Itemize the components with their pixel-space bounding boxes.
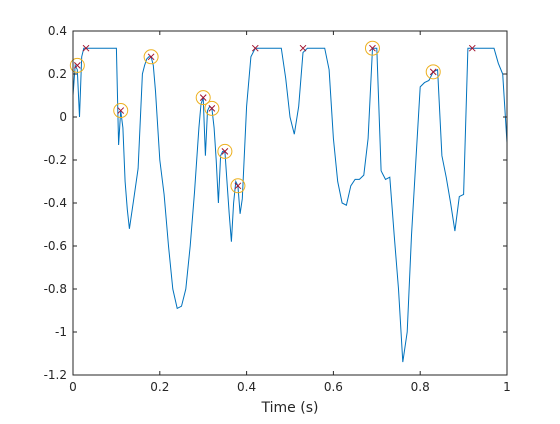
y-tick-label: 0 [59, 110, 67, 124]
peak-circle-marker [204, 100, 220, 116]
x-tick-label: 1 [503, 380, 511, 394]
peak-x-marker [234, 182, 242, 190]
y-tick-label: -1.2 [44, 368, 67, 382]
peak-circle-marker [143, 49, 159, 65]
data-layer [69, 40, 508, 363]
peak-x-marker [82, 44, 90, 52]
y-tick-label: -0.2 [44, 153, 67, 167]
peak-x-marker [468, 44, 476, 52]
x-tick-label: 0.6 [324, 380, 343, 394]
y-tick-label: -0.8 [44, 282, 67, 296]
peak-x-marker [299, 44, 307, 52]
peak-x-marker [369, 44, 376, 52]
peak-x-marker [117, 107, 125, 114]
peak-x-marker [251, 44, 259, 52]
x-axis: 0 0.2 0.4 0.6 0.8 1 [69, 31, 511, 394]
peak-circle-marker [217, 143, 233, 159]
x-tick-label: 0.4 [237, 380, 256, 394]
peak-x-marker [147, 53, 155, 61]
y-tick-label: 0.4 [48, 24, 67, 38]
peak-circle-marker [195, 90, 211, 106]
peak-x-marker [208, 105, 216, 112]
y-tick-label: -0.6 [44, 239, 67, 253]
y-tick-label: -0.4 [44, 196, 67, 210]
y-axis: -1.2 -1 -0.8 -0.6 -0.4 -0.2 0 0.2 0.4 [44, 24, 507, 382]
y-tick-label: 0.2 [48, 67, 67, 81]
peak-x-marker [429, 68, 437, 76]
peak-circle-marker [69, 57, 85, 73]
peak-circle-marker [364, 40, 380, 56]
plot-area [73, 31, 507, 375]
x-axis-label: Time (s) [261, 400, 319, 416]
peak-x-marker [221, 148, 229, 155]
x-tick-label: 0 [69, 380, 77, 394]
series-line [72, 47, 508, 363]
peak-circle-marker [230, 178, 246, 194]
peak-x-marker [73, 62, 81, 69]
peak-circle-marker [425, 64, 441, 80]
x-tick-label: 0.8 [411, 380, 430, 394]
y-tick-label: -1 [55, 325, 67, 339]
peak-x-marker [199, 94, 207, 102]
x-tick-label: 0.2 [150, 380, 169, 394]
peak-circle-marker [113, 103, 129, 119]
